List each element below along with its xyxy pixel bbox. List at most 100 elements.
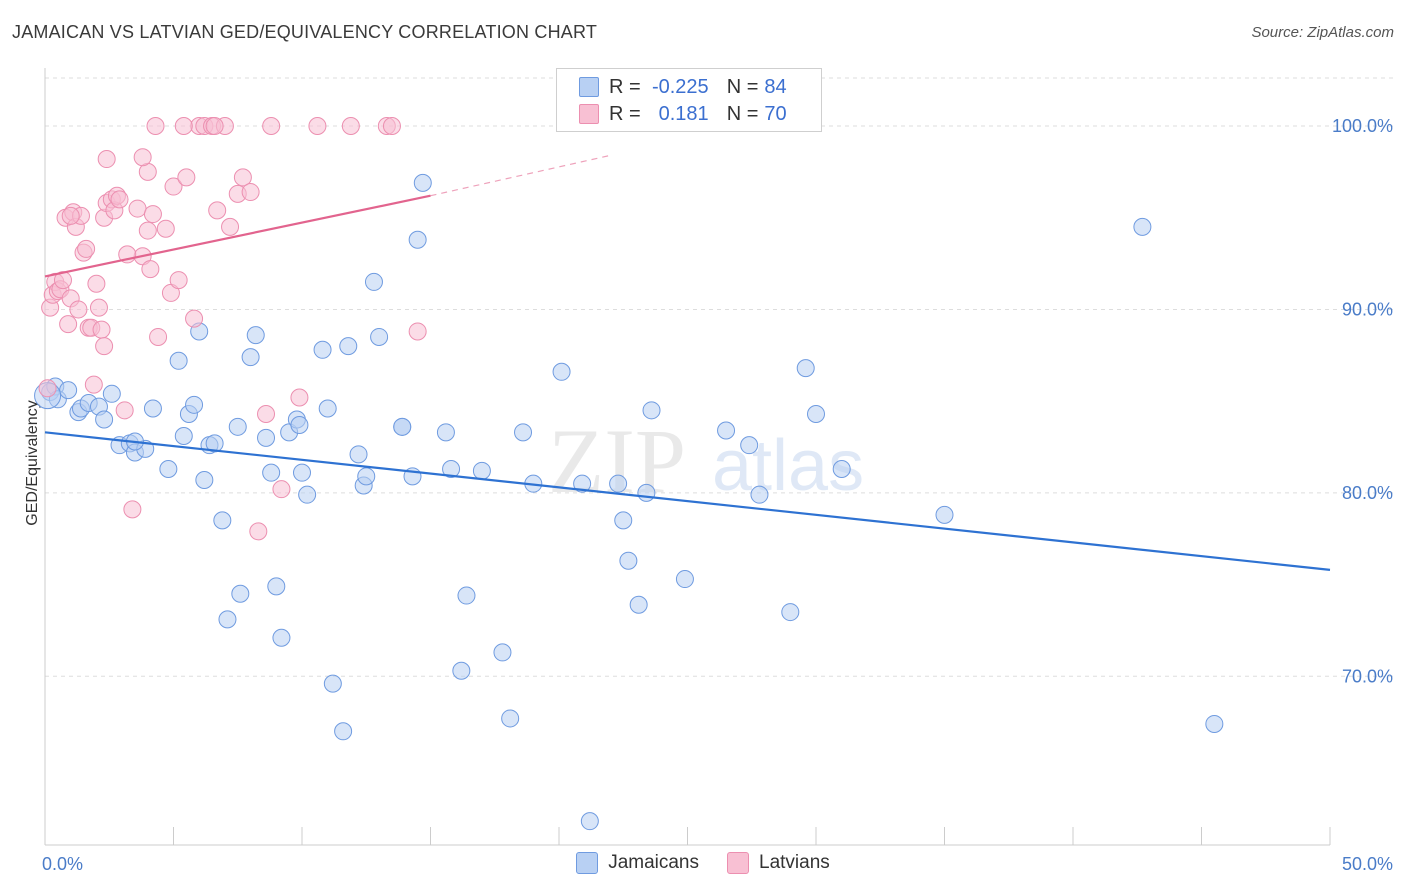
- legend-r-value-latvians: 0.181: [658, 102, 709, 125]
- jamaican-point: [1205, 714, 1224, 733]
- jamaican-point: [573, 474, 592, 493]
- jamaican-point: [452, 661, 471, 680]
- latvian-point: [308, 117, 327, 136]
- jamaican-point: [717, 421, 736, 440]
- y-tick-label: 80.0%: [1342, 483, 1393, 503]
- jamaican-point: [169, 351, 188, 370]
- latvian-point: [133, 148, 152, 167]
- x-tick-label: 50.0%: [1342, 854, 1393, 874]
- legend-item-latvians[interactable]: Latvians: [727, 852, 830, 874]
- jamaican-point: [501, 709, 520, 728]
- legend-n-value-latvians: 70: [764, 102, 787, 125]
- latvian-point: [208, 201, 227, 220]
- jamaican-point: [159, 460, 178, 479]
- x-tick-label: 0.0%: [42, 854, 83, 874]
- legend-row-latvians: R = 0.181 N = 70: [579, 102, 787, 126]
- latvian-point: [149, 327, 168, 346]
- latvian-point: [164, 177, 183, 196]
- y-axis-label: GED/Equivalency: [24, 400, 41, 525]
- jamaican-point: [642, 401, 661, 420]
- latvian-point: [249, 522, 268, 541]
- jamaicans-legend-swatch: [576, 852, 599, 874]
- series-legend: Jamaicans Latvians: [0, 852, 1406, 874]
- jamaican-point: [442, 460, 461, 479]
- jamaican-point: [393, 417, 412, 436]
- latvian-point: [290, 388, 309, 407]
- latvian-point: [233, 168, 252, 187]
- latvian-point: [84, 375, 103, 394]
- jamaican-point: [241, 348, 260, 367]
- ticks-layer: 70.0% 80.0% 90.0% 100.0% 0.0% 50.0%: [42, 116, 1393, 874]
- jamaican-point: [552, 362, 571, 381]
- latvian-point: [177, 168, 196, 187]
- latvian-point: [205, 117, 224, 136]
- jamaican-point: [832, 460, 851, 479]
- latvian-point: [262, 117, 281, 136]
- jamaican-point: [675, 570, 694, 589]
- jamaican-point: [272, 628, 291, 647]
- latvian-point: [92, 320, 111, 339]
- jamaican-point: [174, 426, 193, 445]
- latvian-point: [408, 322, 427, 341]
- trend-layer: [44, 154, 1331, 571]
- jamaican-point: [637, 483, 656, 502]
- jamaican-point: [339, 337, 358, 356]
- jamaican-point: [262, 463, 281, 482]
- jamaican-point: [298, 485, 317, 504]
- legend-r-label: R =: [609, 102, 641, 125]
- chart-source: Source: ZipAtlas.com: [1251, 24, 1394, 41]
- latvian-point: [257, 404, 276, 423]
- latvian-point: [156, 219, 175, 238]
- stats-legend: R = -0.225 N = 84 R = 0.181 N = 70: [556, 68, 822, 132]
- jamaican-point: [436, 423, 455, 442]
- legend-n-label: N =: [726, 75, 759, 98]
- latvian-point: [95, 337, 114, 356]
- latvian-point: [141, 260, 160, 279]
- latvian-point: [61, 206, 80, 225]
- latvian-point: [146, 117, 165, 136]
- latvian-point: [174, 117, 193, 136]
- latvian-point: [110, 190, 129, 209]
- latvian-point: [143, 205, 162, 224]
- latvian-point: [138, 221, 157, 240]
- axes-layer: [44, 68, 1331, 846]
- legend-n-value-jamaicans: 84: [764, 75, 787, 98]
- latvian-point: [38, 379, 57, 398]
- latvians-swatch: [579, 104, 599, 124]
- latvian-point: [185, 309, 204, 328]
- jamaican-point: [290, 415, 309, 434]
- jamaican-point: [796, 359, 815, 378]
- jamaican-point: [750, 485, 769, 504]
- jamaican-point: [457, 586, 476, 605]
- jamaican-point: [59, 381, 78, 400]
- jamaican-point: [493, 643, 512, 662]
- jamaican-point: [472, 461, 491, 480]
- jamaican-point: [614, 511, 633, 530]
- legend-r-label: R =: [609, 75, 641, 98]
- legend-label-jamaicans: Jamaicans: [608, 852, 700, 873]
- legend-item-jamaicans[interactable]: Jamaicans: [576, 852, 699, 874]
- latvians-trend-line: [44, 194, 431, 278]
- jamaican-point: [95, 410, 114, 429]
- jamaican-point: [629, 595, 648, 614]
- jamaican-point: [357, 467, 376, 486]
- latvians-legend-swatch: [727, 852, 750, 874]
- y-tick-label: 100.0%: [1332, 116, 1393, 136]
- jamaican-point: [143, 399, 162, 418]
- jamaican-point: [580, 812, 599, 831]
- jamaican-point: [205, 434, 224, 453]
- legend-label-latvians: Latvians: [759, 852, 830, 873]
- latvian-point: [69, 300, 88, 319]
- legend-n-label: N =: [726, 102, 759, 125]
- jamaican-point: [323, 674, 342, 693]
- jamaican-point: [246, 326, 265, 345]
- jamaican-point: [293, 463, 311, 482]
- chart-title: JAMAICAN VS LATVIAN GED/EQUIVALENCY CORR…: [12, 22, 598, 42]
- jamaican-point: [185, 395, 204, 414]
- jamaican-point: [213, 511, 232, 530]
- jamaican-point: [740, 436, 759, 455]
- latvian-point: [341, 117, 360, 136]
- watermark-zip: ZIP: [548, 410, 686, 512]
- jamaican-point: [228, 417, 247, 436]
